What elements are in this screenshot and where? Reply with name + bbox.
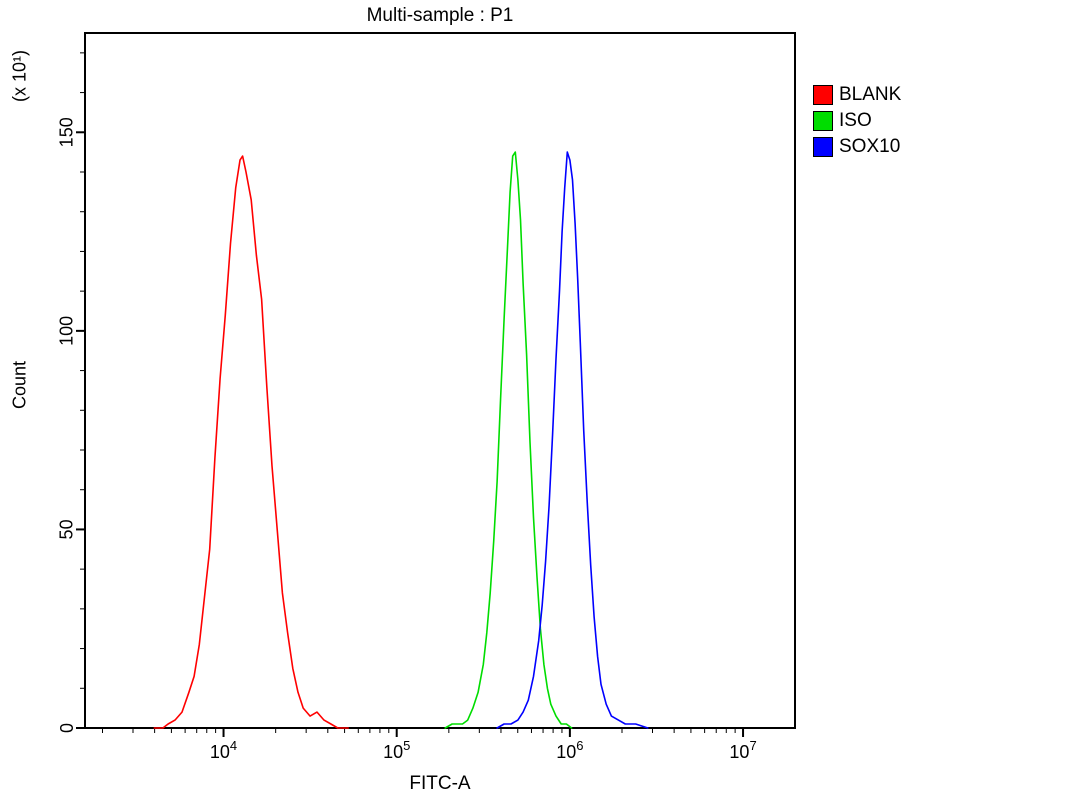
series-curve-iso (444, 151, 573, 729)
x-tick-label: 104 (210, 738, 237, 762)
x-tick-label: 105 (383, 738, 410, 762)
legend-swatch-sox10 (813, 137, 833, 157)
y-tick-label: 100 (57, 316, 77, 346)
y-tick-label: 0 (57, 723, 77, 733)
legend-item-blank: BLANK (813, 84, 901, 106)
x-tick-label: 106 (556, 738, 583, 762)
y-tick-label: 150 (57, 117, 77, 147)
series-curve-blank (153, 155, 350, 729)
legend: BLANK ISO SOX10 (813, 84, 901, 158)
legend-swatch-iso (813, 111, 833, 131)
x-axis-label: FITC-A (409, 773, 471, 794)
series-curve-sox10 (496, 151, 649, 729)
legend-label: ISO (839, 110, 872, 131)
legend-label: BLANK (839, 84, 902, 105)
x-tick-label: 107 (729, 738, 756, 762)
legend-label: SOX10 (839, 136, 901, 157)
y-tick-label: 50 (57, 519, 77, 539)
axis-frame (84, 32, 796, 729)
legend-swatch-blank (813, 85, 833, 105)
chart-title: Multi-sample : P1 (366, 5, 514, 26)
legend-item-iso: ISO (813, 110, 901, 132)
legend-item-sox10: SOX10 (813, 136, 901, 158)
